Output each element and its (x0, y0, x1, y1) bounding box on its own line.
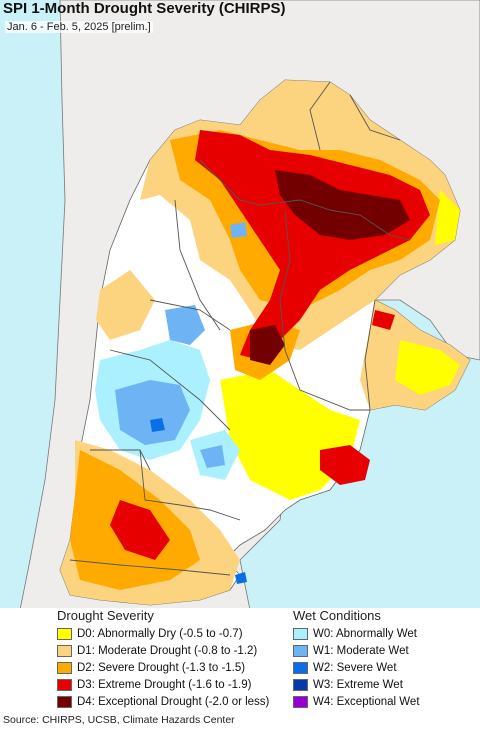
source-credit: Source: CHIRPS, UCSB, Climate Hazards Ce… (3, 714, 235, 726)
d3-region-southwest (110, 500, 170, 560)
legend-swatch-d2 (57, 662, 72, 674)
legend-label-d1: D1: Moderate Drought (-0.8 to -1.2) (77, 645, 258, 657)
legend-swatch-d3 (57, 679, 72, 691)
legend-label-d3: D3: Extreme Drought (-1.6 to -1.9) (77, 679, 252, 691)
country-borders (69, 81, 411, 576)
d3-region-southeast (320, 445, 370, 485)
legend-item-w0: W0: Abnormally Wet (293, 626, 417, 642)
legend-swatch-d1 (57, 645, 72, 657)
legend-label-d0: D0: Abnormally Dry (-0.5 to -0.7) (77, 628, 243, 640)
legend-item-w4: W4: Exceptional Wet (293, 694, 420, 710)
legend-label-d4: D4: Exceptional Drought (-2.0 or less) (77, 696, 270, 708)
legend-label-w1: W1: Moderate Wet (313, 645, 409, 657)
w2-spot-2 (235, 572, 247, 584)
legend-item-d0: D0: Abnormally Dry (-0.5 to -0.7) (57, 626, 243, 642)
d0-region-east (395, 340, 460, 395)
legend-item-d3: D3: Extreme Drought (-1.6 to -1.9) (57, 677, 251, 693)
w1-region-center (165, 305, 205, 345)
d4-region-chaco (275, 170, 410, 240)
legend: Drought Severity Wet Conditions D0: Abno… (0, 608, 480, 710)
legend-swatch-w0 (293, 628, 308, 640)
d3-region-north (195, 130, 430, 360)
legend-label-w3: W3: Extreme Wet (313, 679, 403, 691)
d0-region-north (435, 190, 460, 245)
w1-region-south (200, 445, 225, 468)
legend-label-w4: W4: Exceptional Wet (313, 696, 420, 708)
legend-item-w2: W2: Severe Wet (293, 660, 397, 676)
d1-region-west (96, 270, 155, 340)
d4-region-central (250, 325, 285, 365)
w2-spot-1 (150, 418, 165, 432)
legend-wet-heading: Wet Conditions (293, 608, 381, 623)
legend-item-d1: D1: Moderate Drought (-0.8 to -1.2) (57, 643, 257, 659)
w1-region-west (115, 380, 190, 445)
legend-drought-heading: Drought Severity (57, 608, 154, 623)
drought-map (0, 0, 480, 610)
legend-swatch-w4 (293, 696, 308, 708)
legend-swatch-d0 (57, 628, 72, 640)
legend-swatch-w1 (293, 645, 308, 657)
legend-item-w1: W1: Moderate Wet (293, 643, 409, 659)
w1-region-north (230, 222, 247, 238)
d3-region-east (372, 310, 395, 330)
legend-item-d4: D4: Exceptional Drought (-2.0 or less) (57, 694, 269, 710)
legend-item-d2: D2: Severe Drought (-1.3 to -1.5) (57, 660, 245, 676)
legend-label-w2: W2: Severe Wet (313, 662, 397, 674)
map-date-range: Jan. 6 - Feb. 5, 2025 [prelim.] (5, 21, 153, 33)
legend-label-w0: W0: Abnormally Wet (313, 628, 417, 640)
legend-item-w3: W3: Extreme Wet (293, 677, 403, 693)
legend-swatch-d4 (57, 696, 72, 708)
legend-label-d2: D2: Severe Drought (-1.3 to -1.5) (77, 662, 246, 674)
legend-swatch-w2 (293, 662, 308, 674)
legend-swatch-w3 (293, 679, 308, 691)
map-title: SPI 1-Month Drought Severity (CHIRPS) (3, 0, 286, 17)
